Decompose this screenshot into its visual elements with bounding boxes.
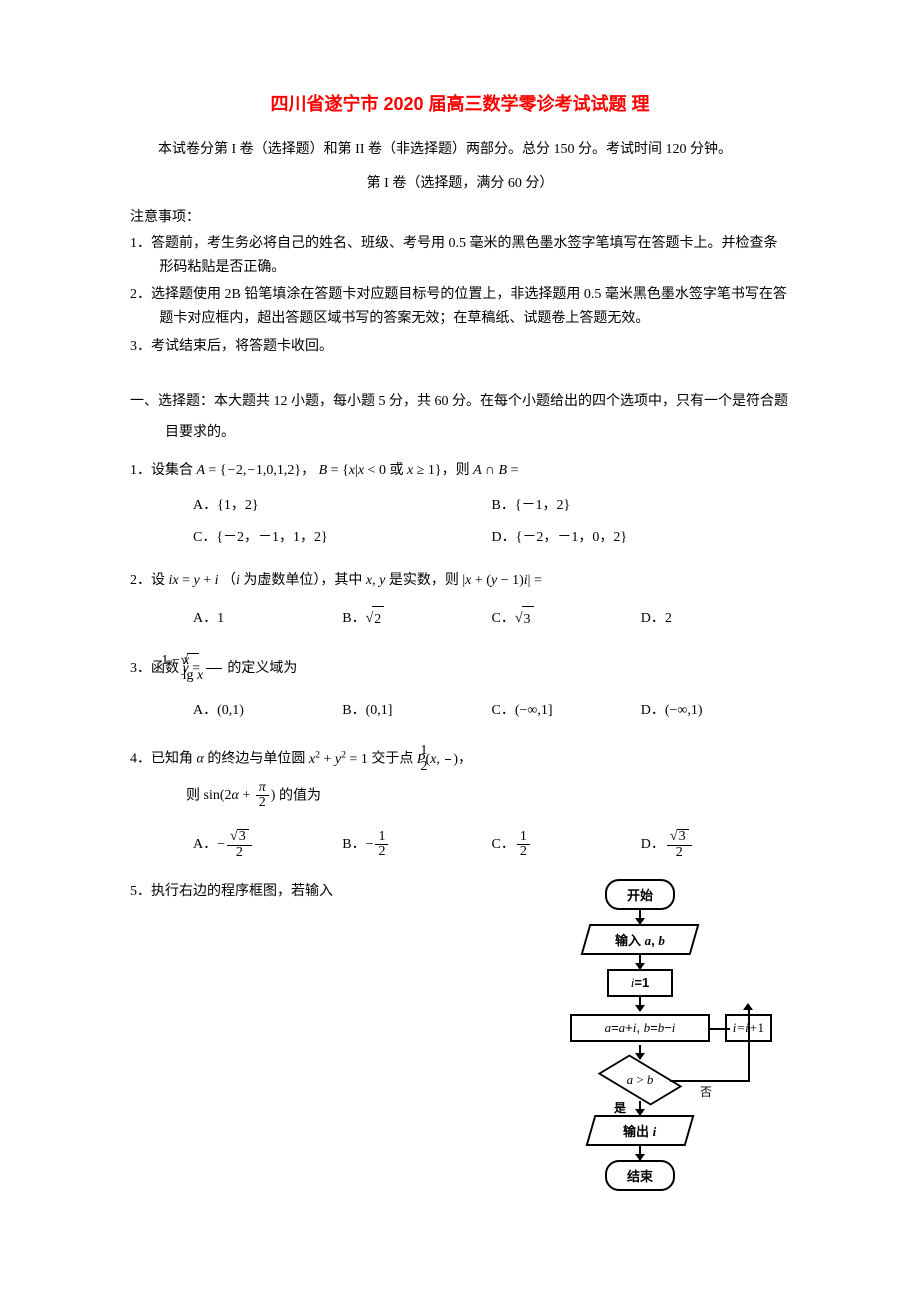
options: A．(0,1) B．(0,1] C．(−∞,1] D．(−∞,1) [158,690,790,730]
q-text: 的值为 [275,788,321,803]
q-text: 设集合 [151,463,197,478]
q-text: ，则 [442,463,474,478]
q-text: ， [458,752,472,767]
question-2: 2．设 ix = y + i （i 为虚数单位），其中 x, y 是实数，则 |… [130,568,790,639]
fc-no-label: 否 [700,1083,712,1100]
fc-start: 开始 [605,879,675,910]
opt-label: C． [492,832,515,857]
fc-cond-label: a > b [627,1072,654,1088]
q-text: 交于点 [368,752,417,767]
q-text: ， [301,463,315,478]
fc-yes-label: 是 [614,1099,626,1116]
fc-update-row: a=a+i, b=b−i i=i+1 [510,1011,770,1045]
option-C: C．(−∞,1] [492,690,641,730]
frac-num: √1 − x [206,653,222,670]
math-intersect: A ∩ B = [473,463,518,478]
q-num: 4． [130,752,151,767]
q-text: 的终边与单位圆 [204,752,309,767]
q-text: 的定义域为 [227,661,297,676]
option-D: D．{－2，－1，0，2} [492,522,791,554]
part1-heading: 第 I 卷（选择题，满分 60 分） [130,172,790,192]
q-num: 3． [130,661,151,676]
fraction: √1 − x lg x [206,653,222,684]
option-C: C．√3 [492,599,641,639]
section1-heading: 一、选择题：本大题共 12 小题，每小题 5 分，共 60 分。在每个小题给出的… [130,387,790,449]
sqrt-val: 3 [522,606,534,632]
q-text: 已知角 [151,752,197,767]
math-set-A: A = {−2,−1,0,1,2} [197,463,302,478]
question-1: 1．设集合 A = {−2,−1,0,1,2}， B = {x|x < 0 或 … [130,458,790,553]
fc-init: i=1 [607,969,673,997]
alpha: α [197,752,204,767]
intro-paragraph: 本试卷分第 I 卷（选择题）和第 II 卷（非选择题）两部分。总分 150 分。… [130,138,790,162]
math-xy: x, y [366,573,385,588]
q4-line2: 则 sin(2α + π2) 的值为 [158,781,790,811]
exam-page: 四川省遂宁市 2020 届高三数学零诊考试试题 理 本试卷分第 I 卷（选择题）… [0,0,920,1302]
fc-end: 结束 [605,1160,675,1191]
sqrt-val: 2 [372,606,384,632]
fc-cond-wrap: a > b 否 [510,1059,770,1101]
question-5-container: 5．执行右边的程序框图，若输入 开始 输入 a, b i=1 a=a+i, b=… [130,879,790,904]
option-C: C．{－2，－1，1，2} [193,522,492,554]
q-num: 2． [130,573,151,588]
option-A: A．1 [193,599,342,639]
frac-den: lg x [208,669,220,684]
q-text: 则 [186,788,204,803]
question-3: 3．函数 y = √1 − x lg x 的定义域为 A．(0,1) B．(0,… [130,653,790,730]
question-4: 4．已知角 α 的终边与单位圆 x2 + y2 = 1 交于点 P(x, 12)… [130,744,790,865]
option-D: D．2 [641,599,790,639]
q-text: 设 [151,573,169,588]
q-text: 执行右边的程序框图，若输入 [151,884,333,899]
connector-v [748,1009,750,1080]
opt-label: D． [641,832,665,857]
math-set-B: B = {x|x < 0 或 x ≥ 1} [319,463,442,478]
fc-output: 输出 i [586,1115,695,1146]
option-B: B．−12 [342,825,491,865]
math-eq: ix = y + i [169,573,219,588]
opt-label: A．− [193,832,225,857]
point-P: P(x, 12) [417,752,458,767]
q-num: 1． [130,463,151,478]
option-B: B．√2 [342,599,491,639]
fc-input: 输入 a, b [581,924,700,955]
page-title: 四川省遂宁市 2020 届高三数学零诊考试试题 理 [130,90,790,116]
math-abs: |x + (y − 1)i| [462,573,530,588]
option-A: A．{1，2} [193,490,492,522]
connector-h [710,1028,730,1030]
notice-label: 注意事项： [130,206,790,226]
notice-item: 3．考试结束后，将答题卡收回。 [130,335,790,359]
sin-expr: sin(2α + π2) [204,788,276,803]
option-D: D．√32 [641,825,790,865]
arrow-up-icon [743,1003,753,1010]
option-A: A．−√32 [193,825,342,865]
options: A．−√32 B．−12 C．12 D．√32 [158,825,790,865]
notice-item: 1．答题前，考生务必将自己的姓名、班级、考号用 0.5 毫米的黑色墨水签字笔填写… [130,232,790,280]
option-B: B．(0,1] [342,690,491,730]
fc-update: a=a+i, b=b−i [570,1014,710,1042]
circle-eq: x2 + y2 = 1 [309,752,368,767]
option-C: C．12 [492,825,641,865]
option-B: B．{－1，2} [492,490,791,522]
opt-label: B．− [342,832,373,857]
q-text: 是实数，则 [385,573,462,588]
opt-label: B． [342,606,365,631]
q-text: （i 为虚数单位），其中 [222,573,366,588]
options: A．1 B．√2 C．√3 D．2 [158,599,790,639]
option-A: A．(0,1) [193,690,342,730]
q-text: = [530,573,541,588]
connector-h [670,1080,750,1082]
option-D: D．(−∞,1) [641,690,790,730]
notice-item: 2．选择题使用 2B 铅笔填涂在答题卡对应题目标号的位置上，非选择题用 0.5 … [130,283,790,331]
options: A．{1，2} B．{－1，2} C．{－2，－1，1，2} D．{－2，－1，… [158,490,790,554]
opt-label: C． [492,606,515,631]
flowchart: 开始 输入 a, b i=1 a=a+i, b=b−i i=i+1 a > b [510,879,770,1191]
q-num: 5． [130,884,151,899]
